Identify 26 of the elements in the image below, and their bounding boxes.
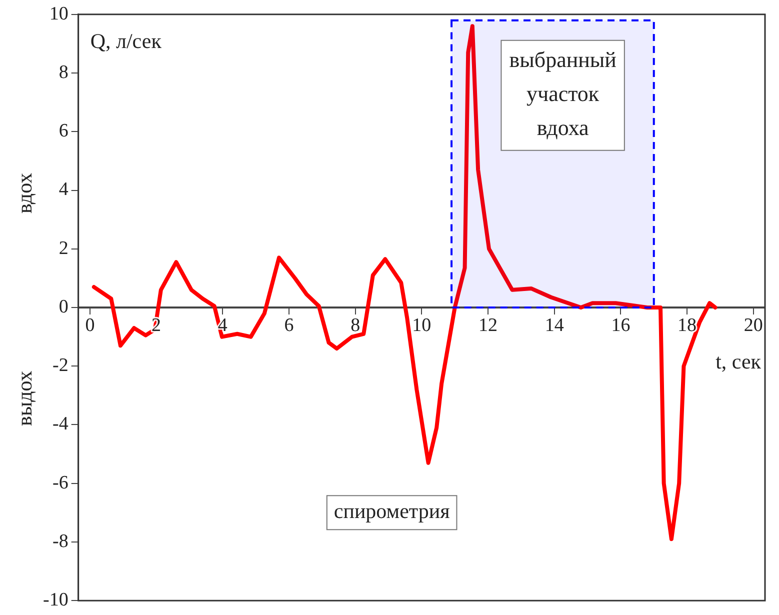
y-tick-label: -4: [52, 414, 69, 435]
x-tick-label: 6: [284, 314, 294, 336]
text: вдох: [12, 172, 37, 214]
annotation: спирометрия: [334, 499, 450, 524]
x-tick-label: 10: [412, 314, 432, 336]
x-tick-label: 16: [611, 314, 630, 336]
y-axis-title: Q, л/сек: [90, 28, 162, 53]
text: выдох: [12, 370, 37, 426]
x-tick-label: 20: [744, 314, 763, 336]
y-tick-label: 0: [58, 296, 68, 318]
x-tick-label: 8: [350, 314, 360, 336]
x-tick-label: 0: [85, 314, 95, 336]
x-tick-label: 14: [544, 314, 564, 336]
y-tick-label: -6: [52, 472, 68, 494]
x-axis-title: t, сек: [716, 350, 762, 374]
y-tick-label: 4: [58, 179, 69, 200]
y-tick-label: -2: [52, 355, 68, 376]
y-tick-label: 10: [49, 3, 68, 24]
y-tick-label: -8: [52, 530, 68, 552]
band-label: выбранный участок вдоха: [509, 47, 617, 140]
y-tick-label: 6: [58, 120, 68, 142]
x-tick-label: 18: [678, 314, 697, 336]
x-tick-label: 12: [478, 314, 498, 336]
y-tick-label: 8: [58, 62, 68, 84]
y-tick-label: 2: [58, 238, 68, 259]
y-tick-label: -10: [43, 590, 68, 611]
